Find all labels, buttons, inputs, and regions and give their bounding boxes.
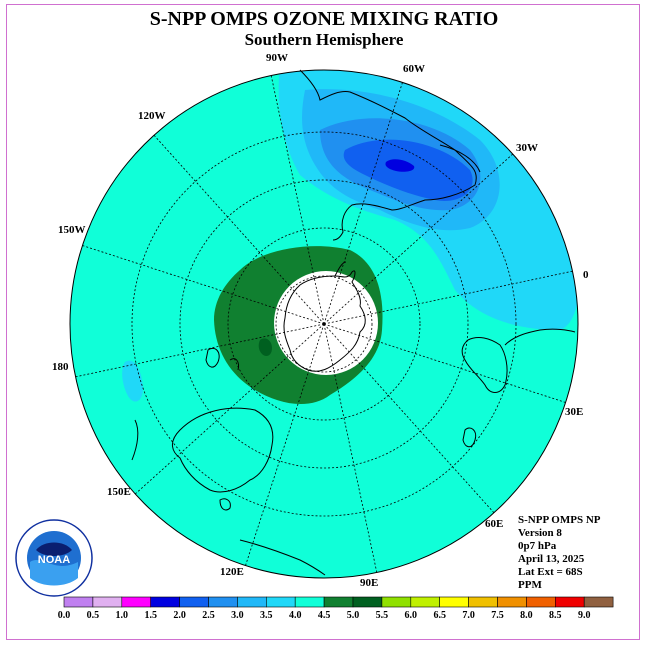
colorbar-swatch [63, 596, 94, 608]
colorbar-label: 4.5 [318, 610, 331, 621]
colorbar-swatch [265, 596, 296, 608]
colorbar-label: 8.5 [549, 610, 562, 621]
colorbar-swatch [150, 596, 180, 608]
colorbar-swatch [294, 596, 325, 608]
contour-1.5 [385, 159, 415, 172]
lon-label-90w: 90W [266, 52, 288, 64]
info-date: April 13, 2025 [518, 553, 585, 565]
contour-3.5-east [538, 258, 578, 319]
colorbar-swatches [63, 596, 614, 608]
colorbar-label: 2.0 [173, 610, 186, 621]
colorbar-swatch [323, 596, 354, 608]
colorbar-swatch [381, 596, 412, 608]
colorbar-swatch [237, 596, 267, 608]
lon-label-90e: 90E [360, 577, 378, 589]
colorbar-swatch [554, 596, 585, 608]
lon-label-0: 0 [583, 269, 589, 281]
longitude-labels: 90W 60W 30W 0 30E 60E 90E 120E 150E 180 … [52, 52, 589, 589]
info-version: Version 8 [518, 527, 562, 539]
lon-label-180: 180 [52, 361, 69, 373]
figure-frame [6, 4, 640, 640]
coast-south-america [299, 69, 477, 241]
colorbar-swatch [352, 596, 383, 608]
colorbar-swatch [439, 596, 469, 608]
coast-tasmania [219, 498, 231, 511]
coast-antarctica [283, 270, 366, 372]
lon-label-60e: 60E [485, 518, 503, 530]
colorbar-label: 5.0 [347, 610, 360, 621]
coast-africa [461, 337, 508, 393]
map-subtitle: Southern Hemisphere [244, 30, 404, 49]
logo-text: NOAA [38, 554, 70, 566]
colorbar-swatch [92, 596, 123, 608]
lon-label-30w: 30W [516, 142, 538, 154]
colorbar-labels: 0.0 0.5 1.0 1.5 2.0 2.5 3.0 3.5 4.0 4.5 5.0 5.5 6.0 6… [58, 610, 591, 621]
colorbar-swatch [410, 596, 440, 608]
coast-new-zealand [205, 347, 220, 368]
coast-madagascar [462, 427, 477, 448]
colorbar-label: 9.0 [578, 610, 591, 621]
coastlines [131, 69, 576, 576]
noaa-logo: NOAA [15, 519, 93, 597]
colorbar-swatch [526, 596, 556, 608]
colorbar-label: 3.0 [231, 610, 244, 621]
logo-wave [30, 560, 78, 586]
colorbar-swatch [468, 596, 498, 608]
colorbar-label: 4.0 [289, 610, 302, 621]
colorbar-swatch [121, 596, 152, 608]
colorbar-swatch [208, 596, 238, 608]
colorbar-label: 6.5 [433, 610, 446, 621]
colorbar-label: 6.0 [405, 610, 418, 621]
lon-label-30e: 30E [565, 406, 583, 418]
colorbar-swatch [179, 596, 209, 608]
info-level: 0p7 hPa [518, 540, 557, 552]
coast-australia [172, 407, 274, 493]
colorbar-label: 1.0 [116, 610, 129, 621]
lon-label-150w: 150W [58, 224, 86, 236]
info-lat-ext: Lat Ext = 68S [518, 566, 583, 578]
info-instrument: S-NPP OMPS NP [518, 514, 601, 526]
contour-3.5-west [122, 360, 143, 402]
latitude-circles [131, 131, 517, 517]
contour-5.0 [258, 338, 272, 356]
lon-label-150e: 150E [107, 486, 131, 498]
colorbar-swatch [497, 596, 527, 608]
logo-bird [36, 542, 72, 556]
colorbar-label: 0.5 [87, 610, 100, 621]
map-boundary [69, 69, 579, 579]
colorbar-label: 0.0 [58, 610, 71, 621]
colorbar-label: 8.0 [520, 610, 533, 621]
map-title: S-NPP OMPS OZONE MIXING RATIO [149, 8, 499, 30]
colorbar-label: 3.5 [260, 610, 273, 621]
info-units: PPM [518, 579, 542, 591]
lon-label-120w: 120W [138, 110, 166, 122]
colorbar-label: 5.5 [376, 610, 389, 621]
colorbar-label: 2.5 [202, 610, 215, 621]
lon-label-120e: 120E [220, 566, 244, 578]
lon-label-60w: 60W [403, 63, 425, 75]
colorbar-swatch [583, 596, 614, 608]
colorbar-label: 7.0 [462, 610, 475, 621]
info-panel: S-NPP OMPS NP Version 8 0p7 hPa April 13… [518, 514, 601, 592]
colorbar-label: 1.5 [144, 610, 157, 621]
colorbar-label: 7.5 [491, 610, 504, 621]
